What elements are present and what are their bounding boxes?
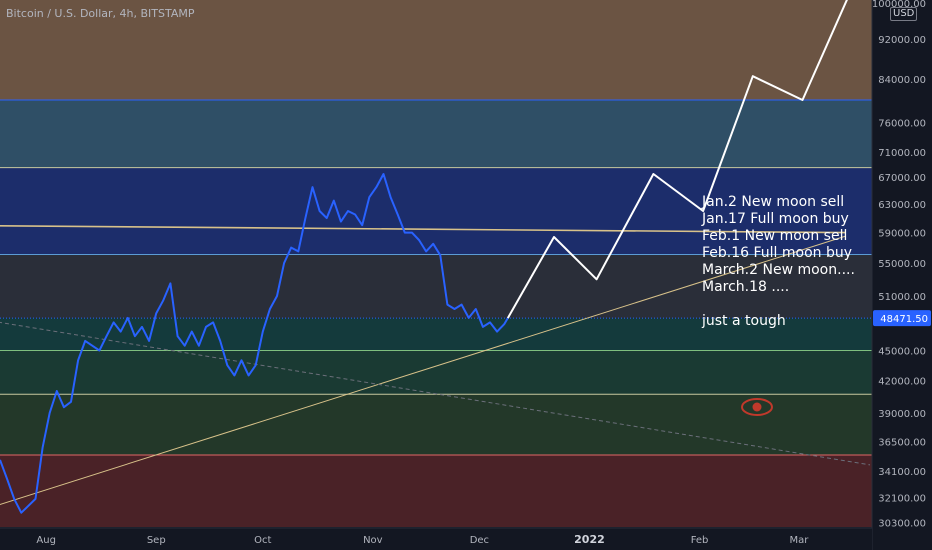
note-line: March.2 New moon....: [702, 262, 855, 278]
price-zone: [0, 454, 872, 527]
price-tick-label: 39000.00: [878, 409, 926, 420]
note-line: Jan.2 New moon sell: [702, 194, 845, 210]
price-tick-label: 67000.00: [878, 173, 926, 184]
time-tick-label: 2022: [574, 533, 605, 546]
currency-badge[interactable]: USD: [890, 7, 918, 21]
price-tick-label: 32100.00: [878, 494, 926, 505]
price-tick-label: 92000.00: [878, 35, 926, 46]
eye-icon-pupil: [752, 402, 762, 412]
price-tick-label: 59000.00: [878, 229, 926, 240]
time-tick-label: Mar: [790, 535, 810, 546]
price-tick-label: 76000.00: [878, 118, 926, 129]
time-tick-label: Dec: [470, 535, 489, 546]
time-tick-label: Sep: [147, 535, 166, 546]
current-price-label: 48471.50: [880, 314, 928, 325]
price-zone: [0, 167, 872, 255]
price-tick-label: 51000.00: [878, 292, 926, 303]
price-zone: [0, 350, 872, 395]
projection-line: [506, 0, 848, 319]
time-tick-label: Feb: [691, 535, 709, 546]
current-price-badge: [873, 310, 931, 327]
time-tick-label: Nov: [363, 535, 383, 546]
price-zone: [0, 0, 872, 101]
price-tick-label: 45000.00: [878, 346, 926, 357]
price-zone: [0, 394, 872, 455]
time-tick-label: Oct: [254, 535, 271, 546]
price-zone: [0, 254, 872, 319]
price-tick-label: 63000.00: [878, 200, 926, 211]
price-tick-label: 71000.00: [878, 148, 926, 159]
price-axis: [872, 0, 932, 550]
price-tick-label: 100000.00: [872, 0, 926, 10]
price-tick-label: 36500.00: [878, 438, 926, 449]
price-series-line: [0, 173, 509, 514]
price-tick-label: 42000.00: [878, 377, 926, 388]
note-line: just a tough: [702, 313, 786, 329]
price-tick-label: 34100.00: [878, 467, 926, 478]
note-line: Feb.1 New moon sell: [702, 228, 848, 244]
moon-notes: Jan.2 New moon sell Jan.17 Full moon buy…: [702, 194, 855, 330]
trendline: [0, 225, 846, 234]
price-tick-label: 84000.00: [878, 75, 926, 86]
price-tick-label: 55000.00: [878, 259, 926, 270]
price-tick-label: 30300.00: [878, 519, 926, 530]
note-line: March.18 ....: [702, 279, 790, 295]
note-gap: [702, 296, 855, 313]
dashed-trendline: [0, 321, 871, 466]
note-line: Jan.17 Full moon buy: [702, 211, 849, 227]
eye-icon: [741, 398, 773, 416]
note-line: Feb.16 Full moon buy: [702, 245, 853, 261]
time-tick-label: Aug: [36, 535, 56, 546]
price-zone: [0, 100, 872, 168]
trendline: [0, 235, 846, 505]
time-axis: [0, 528, 872, 550]
symbol-title: Bitcoin / U.S. Dollar, 4h, BITSTAMP: [6, 7, 195, 20]
